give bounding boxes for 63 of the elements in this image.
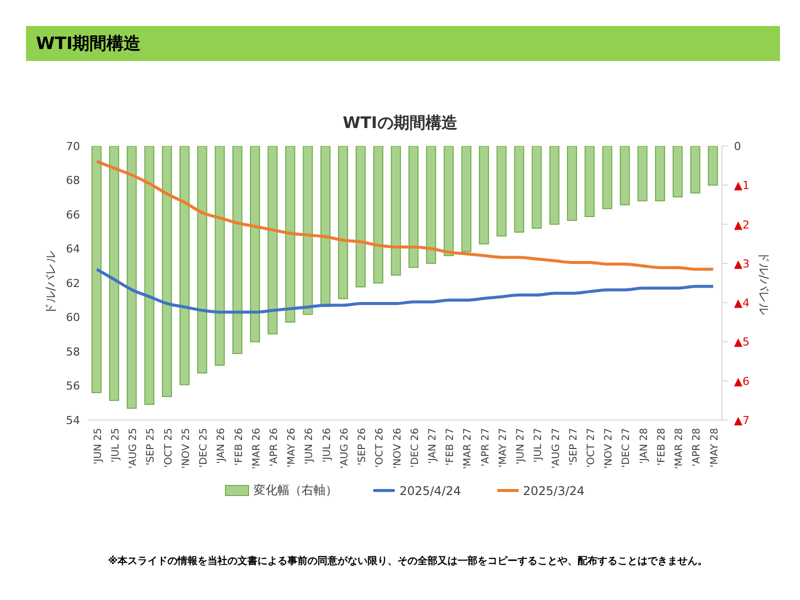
x-tick-label: 'JUN 27 — [516, 428, 527, 464]
line-series — [95, 160, 715, 271]
y2-tick-label: ▲5 — [734, 336, 750, 349]
chart-subtitle: WTIの期間構造 — [342, 113, 458, 134]
x-tick-label: 'MAR 27 — [462, 428, 474, 470]
x-tick-label: 'OCT 27 — [586, 428, 598, 468]
x-tick-label: 'MAY 26 — [286, 428, 298, 468]
x-tick-label: 'NOV 27 — [604, 428, 615, 469]
x-tick-label: 'FEB 27 — [445, 428, 456, 466]
y-tick-label: 54 — [66, 414, 80, 427]
x-tick-label: 'MAR 28 — [674, 428, 686, 470]
legend-label: 変化幅（右軸） — [252, 482, 338, 499]
x-tick-label: 'MAY 28 — [709, 428, 720, 468]
x-tick-label: 'DEC 26 — [410, 428, 421, 468]
x-tick-label: 'JUL 25 — [110, 428, 122, 462]
y-tick-label: 70 — [66, 140, 80, 153]
x-tick-label: 'AUG 25 — [128, 428, 140, 469]
text: ※本スライドの情報を当社の文書による事前の同意がない限り、その全部又は一部をコピーすることや、配布することはできません。 — [108, 554, 709, 568]
y-tick-label: 60 — [66, 311, 80, 324]
x-tick-label: 'MAR 26 — [251, 428, 262, 470]
x-tick-label: 'NOV 26 — [392, 428, 404, 469]
y-axis-title: ドル/バレル — [43, 250, 58, 316]
y-tick-label: 62 — [66, 276, 80, 290]
y2-axis-title: ドル/バレル — [756, 250, 771, 316]
y2-tick-label: 0 — [734, 140, 741, 153]
x-tick-label: 'DEC 25 — [198, 428, 210, 468]
x-tick-label: 'SEP 26 — [357, 428, 368, 466]
y-tick-label: 58 — [66, 345, 80, 358]
chart-title: WTI期間構造 — [26, 26, 780, 61]
x-tick-label: 'JUN 26 — [304, 428, 316, 464]
x-tick-label: 'APR 26 — [269, 428, 280, 466]
x-tick-label: 'AUG 27 — [550, 428, 562, 469]
y2-tick-label: ▲4 — [734, 296, 750, 310]
legend-label: 2025/4/24 — [398, 482, 461, 499]
x-tick-label: 'DEC 27 — [621, 428, 632, 468]
line-series — [95, 268, 715, 314]
x-tick-label: 'SEP 25 — [146, 428, 157, 466]
x-tick-label: 'JUL 27 — [533, 428, 544, 462]
y-tick-label: 56 — [66, 380, 80, 393]
legend-label: 2025/3/24 — [522, 482, 585, 499]
y2-tick-label: ▲6 — [734, 374, 750, 388]
x-tick-label: 'JAN 26 — [216, 428, 228, 464]
y2-tick-label: ▲2 — [734, 218, 750, 232]
y2-tick-label: ▲1 — [734, 179, 750, 192]
x-tick-label: 'JAN 28 — [638, 428, 650, 464]
x-tick-label: 'MAY 27 — [498, 428, 509, 468]
y-tick-label: 66 — [66, 208, 80, 222]
x-tick-label: 'OCT 25 — [163, 428, 174, 468]
x-tick-label: 'NOV 25 — [180, 428, 192, 469]
x-tick-label: 'FEB 28 — [656, 428, 668, 466]
x-tick-label: 'AUG 26 — [339, 428, 350, 469]
x-tick-label: 'JUL 26 — [322, 428, 333, 462]
y2-tick-label: ▲3 — [734, 257, 750, 270]
x-tick-label: 'JAN 27 — [428, 428, 439, 464]
y-tick-label: 64 — [66, 242, 80, 256]
x-tick-label: 'APR 27 — [480, 428, 492, 466]
x-tick-label: 'OCT 26 — [374, 428, 386, 468]
y2-tick-label: ▲7 — [734, 414, 750, 427]
x-tick-label: 'SEP 27 — [568, 428, 580, 466]
x-tick-label: 'APR 28 — [692, 428, 703, 466]
x-tick-label: 'JUN 25 — [92, 428, 104, 464]
x-tick-label: 'FEB 26 — [234, 428, 245, 466]
y-tick-label: 68 — [66, 174, 80, 188]
